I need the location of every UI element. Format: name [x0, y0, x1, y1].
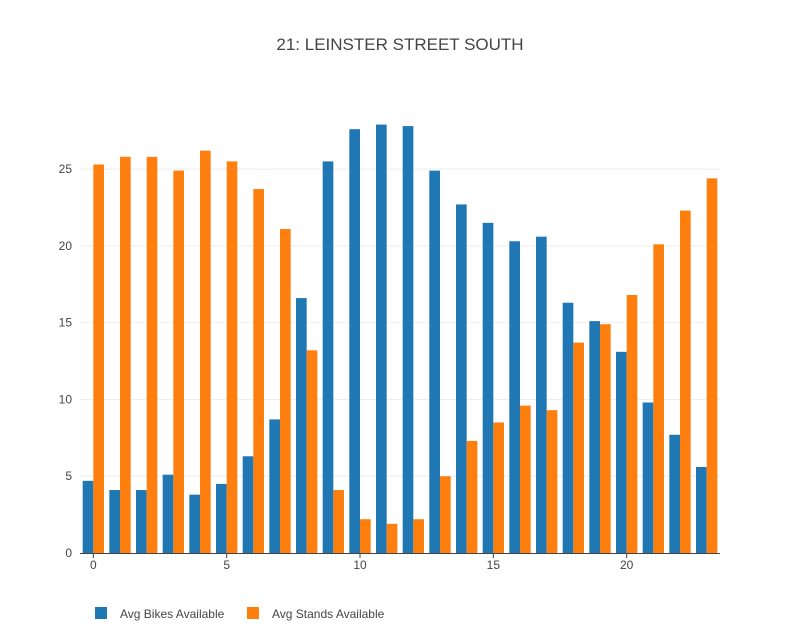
bar-bikes[interactable]	[162, 474, 174, 553]
x-tick-label: 10	[353, 558, 367, 572]
legend-item-bikes[interactable]: Avg Bikes Available	[95, 607, 225, 621]
bar-stands[interactable]	[200, 150, 211, 554]
legend-swatch	[95, 607, 107, 619]
legend-item-stands[interactable]: Avg Stands Available	[247, 607, 385, 621]
bar-bikes[interactable]	[82, 480, 94, 553]
x-tick-label: 5	[223, 558, 230, 572]
y-tick-label: 20	[59, 239, 73, 253]
bar-bikes[interactable]	[402, 126, 414, 554]
bar-bikes[interactable]	[322, 161, 334, 554]
bar-stands[interactable]	[653, 244, 664, 553]
y-tick-label: 0	[65, 546, 72, 560]
bar-stands[interactable]	[93, 164, 104, 554]
bar-bikes[interactable]	[242, 456, 254, 553]
bar-bikes[interactable]	[269, 419, 280, 553]
bar-stands[interactable]	[626, 295, 638, 553]
bar-stands[interactable]	[333, 490, 344, 553]
bar-bikes[interactable]	[536, 236, 547, 554]
bar-stands[interactable]	[706, 178, 718, 553]
bar-stands[interactable]	[493, 422, 504, 553]
y-tick-label: 5	[65, 469, 72, 483]
bar-stands[interactable]	[280, 228, 291, 554]
bar-stands[interactable]	[306, 350, 318, 553]
bar-stands[interactable]	[600, 324, 611, 553]
grid-lines	[80, 168, 720, 477]
bar-bikes[interactable]	[376, 124, 387, 553]
bar-stands[interactable]	[546, 410, 558, 553]
bar-bikes[interactable]	[296, 298, 307, 553]
legend-label: Avg Stands Available	[272, 607, 385, 621]
bar-stands[interactable]	[146, 156, 158, 553]
bar-bikes[interactable]	[589, 321, 600, 553]
bar-bikes[interactable]	[109, 490, 120, 553]
bar-bikes[interactable]	[456, 204, 467, 554]
y-axis-ticks: 0 5 10 15 20 25	[59, 162, 73, 560]
bar-bikes[interactable]	[669, 434, 680, 553]
bar-stands[interactable]	[573, 342, 584, 553]
bar-stands[interactable]	[680, 210, 691, 553]
bar-bikes[interactable]	[349, 129, 360, 553]
bar-stands[interactable]	[466, 440, 478, 553]
bar-stands[interactable]	[360, 519, 371, 553]
bar-stands[interactable]	[120, 156, 131, 553]
bar-bikes[interactable]	[509, 241, 520, 553]
bar-stands[interactable]	[440, 476, 451, 553]
y-tick-label: 10	[59, 392, 73, 406]
bar-bikes[interactable]	[642, 402, 654, 553]
bar-bikes[interactable]	[562, 302, 574, 553]
bar-bikes[interactable]	[429, 170, 440, 553]
bar-stands[interactable]	[253, 189, 264, 553]
bar-stands[interactable]	[226, 161, 238, 554]
y-tick-label: 15	[59, 316, 73, 330]
x-tick-label: 20	[620, 558, 634, 572]
bar-stands[interactable]	[386, 523, 398, 553]
bars	[82, 124, 718, 554]
bar-stands[interactable]	[173, 170, 184, 553]
x-tick-label: 0	[90, 558, 97, 572]
legend-label: Avg Bikes Available	[120, 607, 225, 621]
bar-stands[interactable]	[520, 405, 531, 553]
x-axis-ticks: 0 5 10 15 20	[90, 553, 634, 572]
bar-bikes[interactable]	[616, 351, 627, 553]
bar-stands[interactable]	[413, 519, 424, 553]
legend[interactable]: Avg Bikes Available Avg Stands Available	[95, 607, 385, 621]
bar-bikes[interactable]	[136, 490, 147, 553]
y-tick-label: 25	[59, 162, 73, 176]
legend-swatch	[247, 607, 259, 619]
bar-bikes[interactable]	[696, 467, 707, 553]
x-tick-label: 15	[487, 558, 501, 572]
bar-bikes[interactable]	[189, 494, 200, 553]
chart-title: 21: LEINSTER STREET SOUTH	[276, 35, 523, 54]
bar-bikes[interactable]	[482, 222, 494, 553]
bar-bikes[interactable]	[216, 483, 227, 553]
